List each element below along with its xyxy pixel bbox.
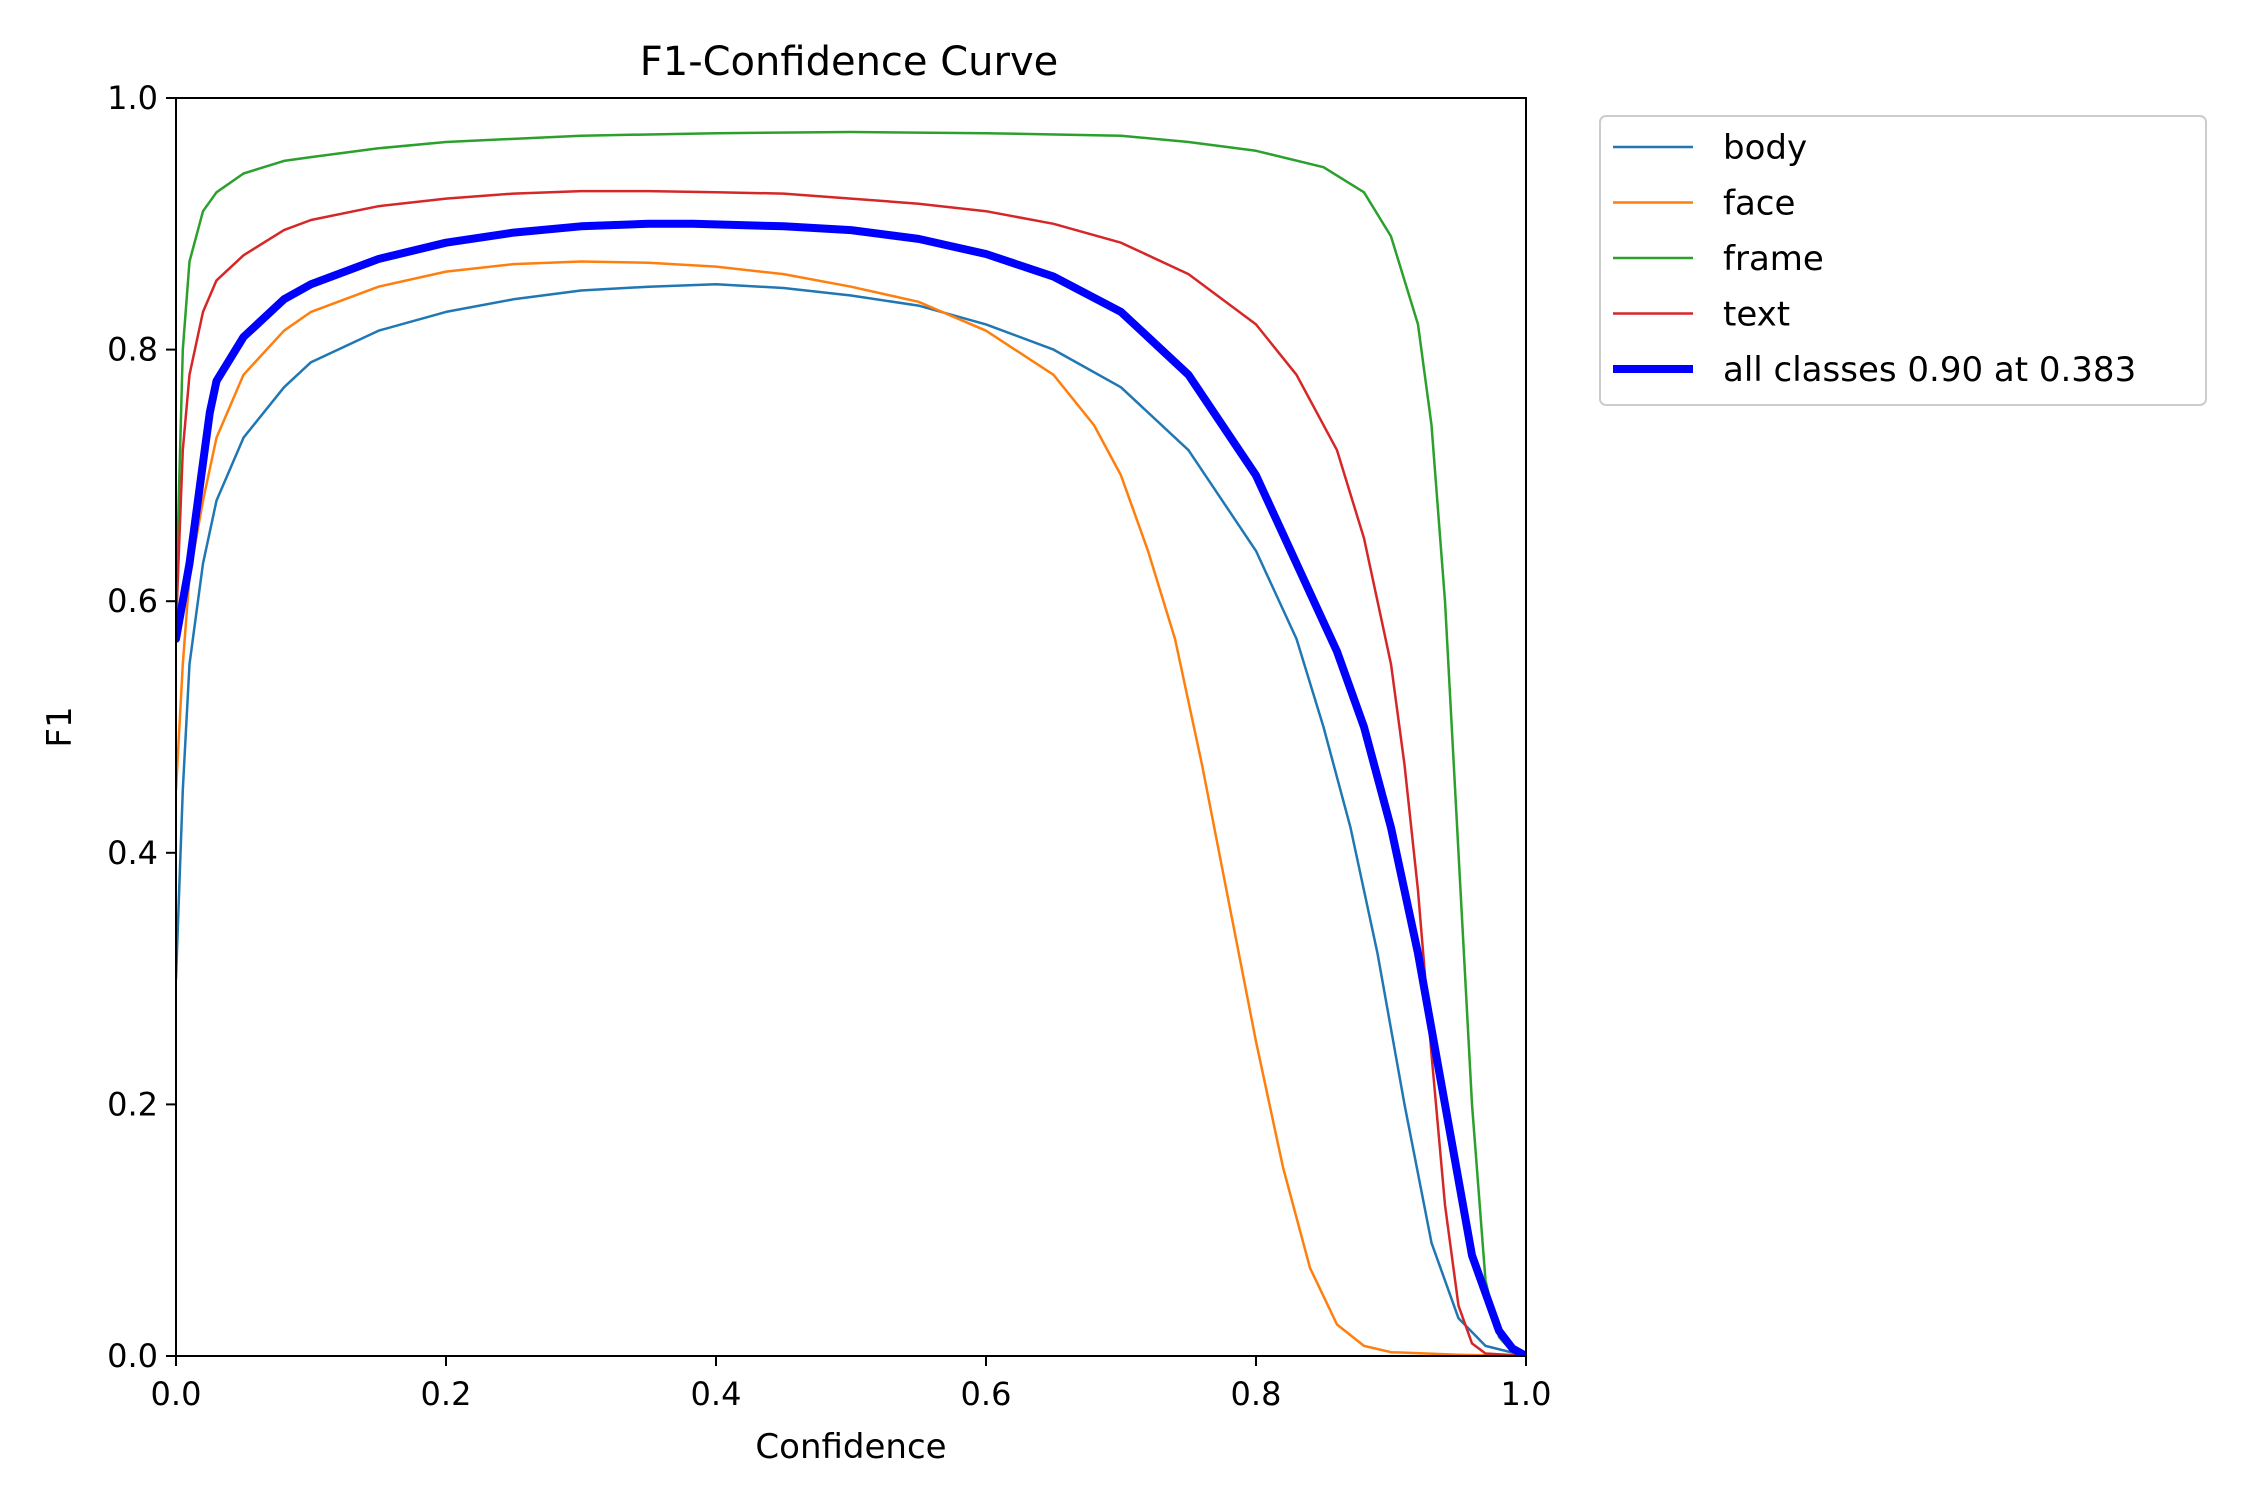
series-line-frame — [176, 130, 1526, 1356]
series-line-all — [176, 219, 1526, 1356]
y-tick-label: 0.2 — [107, 1085, 158, 1123]
y-tick-label: 0.0 — [107, 1337, 158, 1375]
legend-frame — [1599, 115, 2207, 406]
y-tick-label: 1.0 — [107, 79, 158, 117]
y-tick-label: 0.8 — [107, 331, 158, 369]
x-tick-label: 0.8 — [1231, 1375, 1282, 1413]
legend-label: frame — [1723, 239, 1824, 279]
y-tick-label: 0.4 — [107, 834, 158, 872]
x-tick-label: 1.0 — [1501, 1375, 1552, 1413]
legend-label: all classes 0.90 at 0.383 — [1723, 350, 2136, 390]
plot-frame — [175, 97, 1527, 1357]
series-line-face — [176, 260, 1526, 1356]
y-axis-label: F1 — [40, 706, 80, 747]
x-tick-label: 0.0 — [151, 1375, 202, 1413]
x-tick-label: 0.6 — [961, 1375, 1012, 1413]
chart-title: F1-Confidence Curve — [640, 39, 1059, 85]
legend-label: body — [1723, 128, 1807, 168]
legend-label: face — [1723, 184, 1795, 224]
x-axis-label: Confidence — [755, 1427, 946, 1467]
x-axis: 0.0 0.2 0.4 0.6 0.8 1.0 — [151, 1356, 1552, 1413]
legend: body face frame text all classes 0.90 at 0.3… — [1599, 115, 2207, 406]
series-line-body — [176, 282, 1526, 1356]
y-tick-label: 0.6 — [107, 582, 158, 620]
x-tick-label: 0.4 — [691, 1375, 742, 1413]
series-line-text — [176, 189, 1526, 1356]
y-axis: 0.0 0.2 0.4 0.6 0.8 1.0 — [107, 79, 176, 1375]
series-layer — [176, 130, 1526, 1356]
x-tick-label: 0.2 — [421, 1375, 472, 1413]
legend-label: text — [1723, 295, 1790, 335]
